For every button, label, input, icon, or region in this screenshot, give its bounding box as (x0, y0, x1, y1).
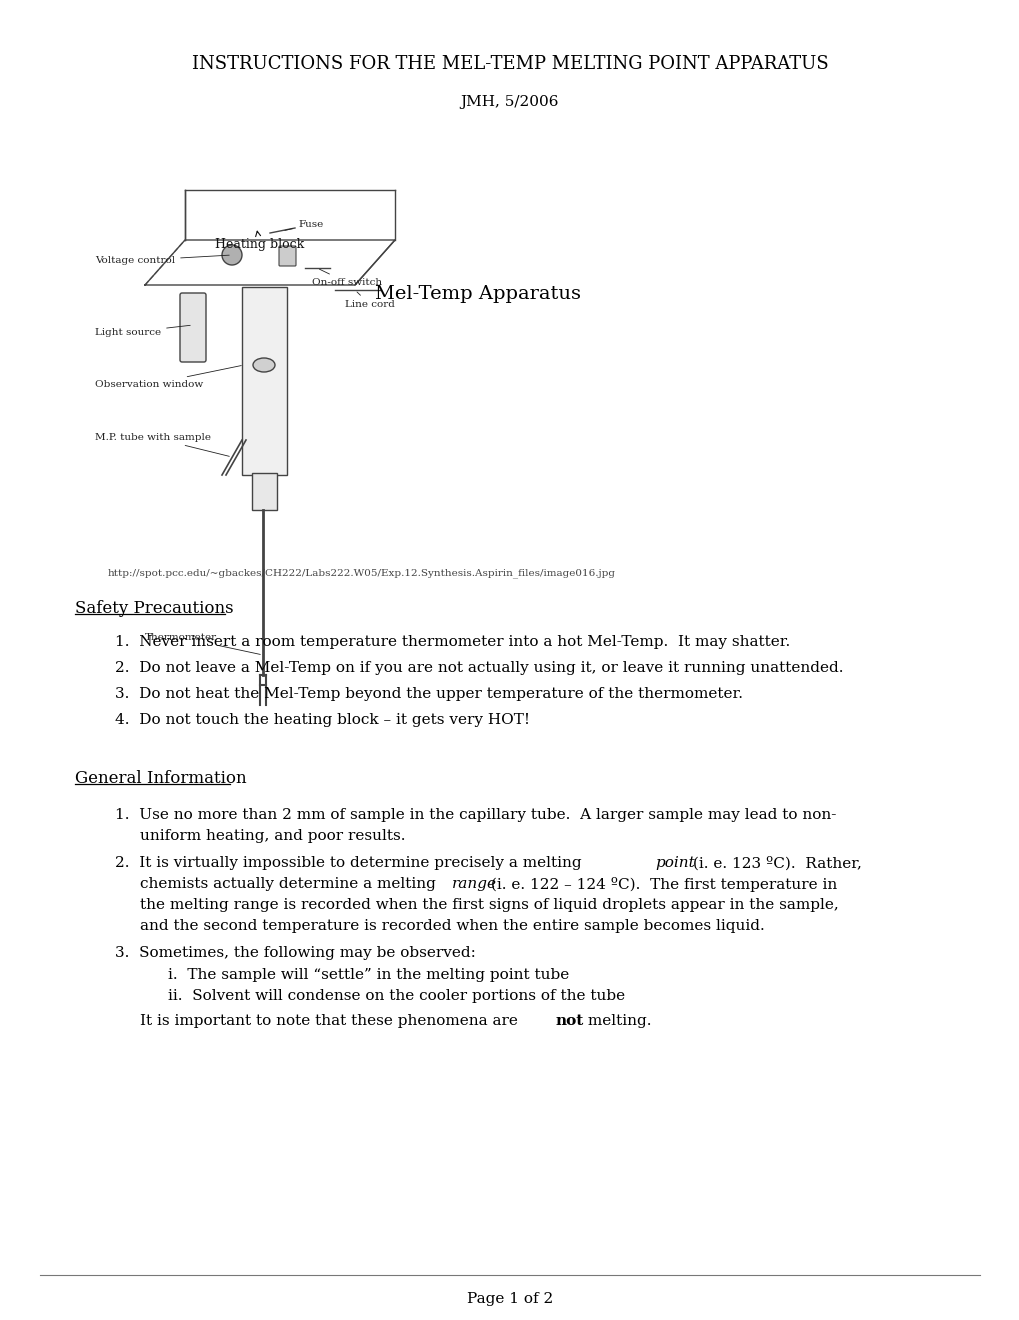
Text: M.P. tube with sample: M.P. tube with sample (95, 433, 229, 457)
Text: Voltage control: Voltage control (95, 255, 229, 265)
Text: Observation window: Observation window (95, 366, 242, 389)
Text: 4.  Do not touch the heating block – it gets very HOT!: 4. Do not touch the heating block – it g… (115, 713, 530, 727)
Text: 3.  Sometimes, the following may be observed:: 3. Sometimes, the following may be obser… (115, 946, 476, 960)
Text: Safety Precautions: Safety Precautions (75, 601, 233, 616)
Text: On-off switch: On-off switch (312, 269, 382, 286)
Text: Line cord: Line cord (344, 292, 394, 309)
Ellipse shape (253, 358, 275, 372)
Text: Page 1 of 2: Page 1 of 2 (467, 1292, 552, 1305)
Text: 2.  Do not leave a Mel-Temp on if you are not actually using it, or leave it run: 2. Do not leave a Mel-Temp on if you are… (115, 661, 843, 675)
Text: It is important to note that these phenomena are: It is important to note that these pheno… (140, 1014, 523, 1028)
Text: range: range (451, 876, 496, 891)
FancyBboxPatch shape (242, 286, 286, 475)
Text: (i. e. 122 – 124 ºC).  The first temperature in: (i. e. 122 – 124 ºC). The first temperat… (485, 876, 837, 892)
Text: INSTRUCTIONS FOR THE MEL-TEMP MELTING POINT APPARATUS: INSTRUCTIONS FOR THE MEL-TEMP MELTING PO… (192, 55, 827, 73)
Text: ii.  Solvent will condense on the cooler portions of the tube: ii. Solvent will condense on the cooler … (168, 989, 625, 1003)
Text: (i. e. 123 ºC).  Rather,: (i. e. 123 ºC). Rather, (688, 855, 861, 870)
FancyBboxPatch shape (279, 246, 296, 267)
Text: point: point (654, 855, 694, 870)
Text: 3.  Do not heat the Mel-Temp beyond the upper temperature of the thermometer.: 3. Do not heat the Mel-Temp beyond the u… (115, 686, 742, 701)
Text: i.  The sample will “settle” in the melting point tube: i. The sample will “settle” in the melti… (168, 968, 569, 982)
Text: JMH, 5/2006: JMH, 5/2006 (461, 95, 558, 110)
Text: Fuse: Fuse (284, 220, 323, 231)
FancyBboxPatch shape (252, 473, 277, 510)
Text: Mel-Temp Apparatus: Mel-Temp Apparatus (375, 285, 581, 304)
Text: Thermometer: Thermometer (145, 634, 260, 655)
Text: http://spot.pcc.edu/~gbackes/CH222/Labs222.W05/Exp.12.Synthesis.Aspirin_files/im: http://spot.pcc.edu/~gbackes/CH222/Labs2… (108, 568, 615, 578)
Text: 2.  It is virtually impossible to determine precisely a melting: 2. It is virtually impossible to determi… (115, 855, 586, 870)
Circle shape (222, 246, 242, 265)
Text: uniform heating, and poor results.: uniform heating, and poor results. (140, 829, 406, 843)
Text: 1.  Never insert a room temperature thermometer into a hot Mel-Temp.  It may sha: 1. Never insert a room temperature therm… (115, 635, 790, 649)
Text: General Information: General Information (75, 770, 247, 787)
Text: the melting range is recorded when the first signs of liquid droplets appear in : the melting range is recorded when the f… (140, 898, 838, 912)
Text: 1.  Use no more than 2 mm of sample in the capillary tube.  A larger sample may : 1. Use no more than 2 mm of sample in th… (115, 808, 836, 822)
Text: chemists actually determine a melting: chemists actually determine a melting (140, 876, 440, 891)
Text: and the second temperature is recorded when the entire sample becomes liquid.: and the second temperature is recorded w… (140, 919, 764, 933)
FancyBboxPatch shape (179, 293, 206, 362)
Text: Heating block: Heating block (215, 231, 304, 251)
Text: melting.: melting. (583, 1014, 651, 1028)
Text: Light source: Light source (95, 325, 191, 337)
Text: not: not (555, 1014, 584, 1028)
